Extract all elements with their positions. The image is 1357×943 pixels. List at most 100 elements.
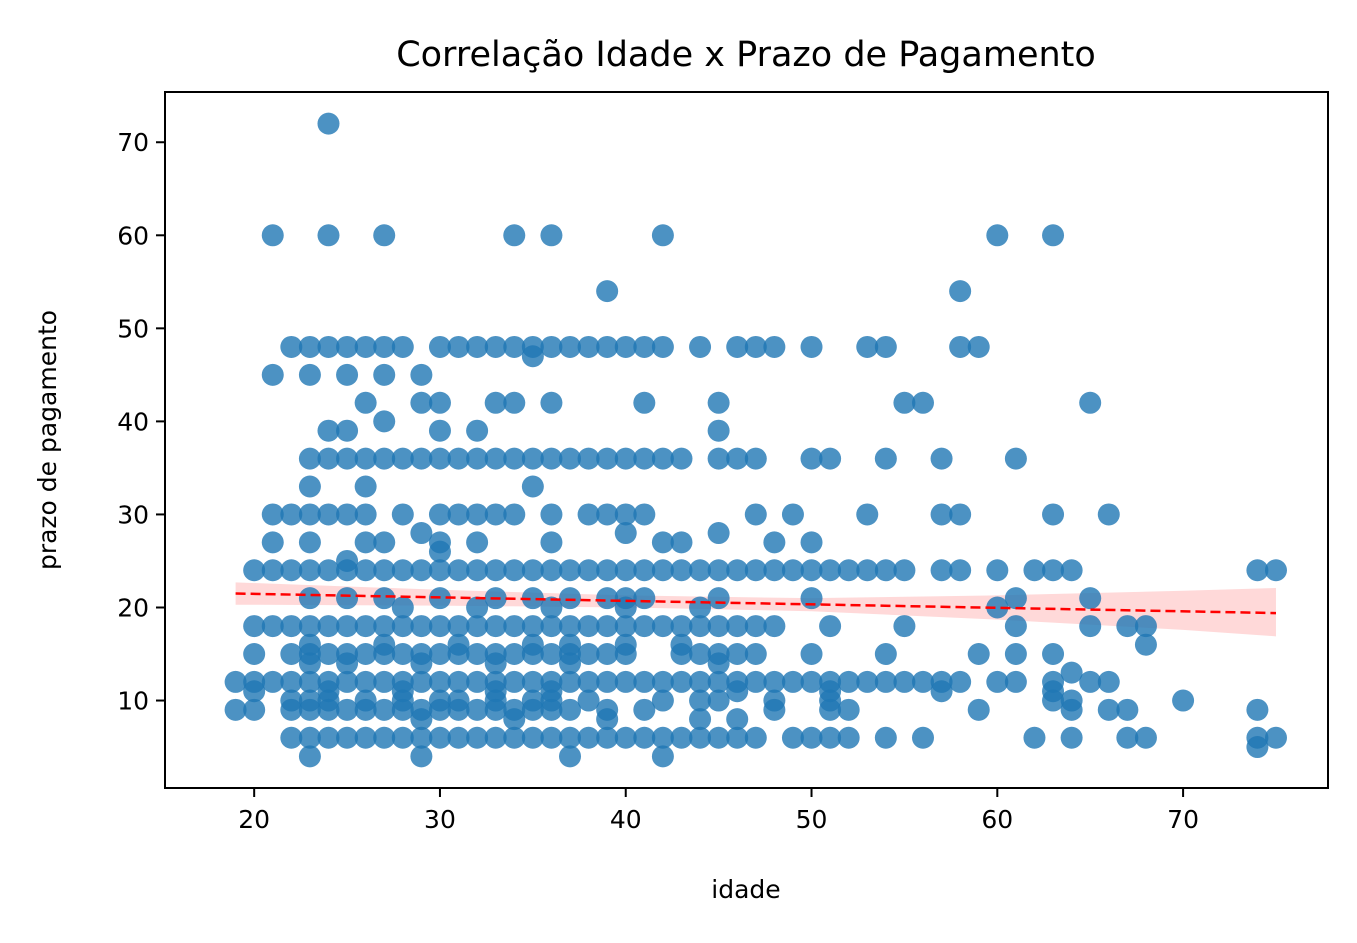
data-point <box>670 559 693 582</box>
data-point <box>224 698 247 721</box>
data-point <box>596 503 619 526</box>
data-point <box>391 615 414 638</box>
data-point <box>1097 503 1120 526</box>
data-point <box>577 726 600 749</box>
data-point <box>800 643 823 666</box>
data-point <box>466 726 489 749</box>
y-tick-label: 10 <box>117 687 149 716</box>
data-point <box>354 531 377 554</box>
data-point <box>726 680 749 703</box>
data-point <box>726 447 749 470</box>
data-point <box>1079 670 1102 693</box>
y-tick-label: 70 <box>117 128 149 157</box>
data-point <box>559 559 582 582</box>
data-point <box>707 726 730 749</box>
data-point <box>298 335 321 358</box>
data-point <box>707 391 730 414</box>
data-point <box>893 615 916 638</box>
data-point <box>317 112 340 135</box>
data-point <box>336 363 359 386</box>
data-point <box>354 503 377 526</box>
data-point <box>949 559 972 582</box>
data-point <box>354 475 377 498</box>
data-point <box>373 224 396 247</box>
data-point <box>633 587 656 610</box>
data-point <box>521 447 544 470</box>
data-point <box>1042 689 1065 712</box>
data-point <box>261 224 284 247</box>
data-point <box>596 280 619 303</box>
data-point <box>336 587 359 610</box>
data-point <box>577 559 600 582</box>
data-point <box>521 587 544 610</box>
data-point <box>763 335 786 358</box>
data-point <box>986 670 1009 693</box>
data-point <box>317 726 340 749</box>
data-point <box>559 726 582 749</box>
data-point <box>856 670 879 693</box>
data-point <box>800 726 823 749</box>
data-point <box>670 643 693 666</box>
data-point <box>1246 559 1269 582</box>
data-point <box>317 615 340 638</box>
x-tick-label: 40 <box>610 805 642 834</box>
data-point <box>781 503 804 526</box>
data-point <box>614 670 637 693</box>
x-axis-ticks: 20 30 40 50 60 70 <box>238 788 1199 834</box>
data-point <box>614 447 637 470</box>
data-point <box>447 335 470 358</box>
data-point <box>986 559 1009 582</box>
data-point <box>540 531 563 554</box>
data-point <box>503 224 526 247</box>
data-point <box>373 726 396 749</box>
data-point <box>651 559 674 582</box>
data-point <box>633 698 656 721</box>
data-point <box>614 335 637 358</box>
data-point <box>800 670 823 693</box>
data-point <box>224 670 247 693</box>
data-point <box>317 503 340 526</box>
data-point <box>874 726 897 749</box>
data-point <box>373 410 396 433</box>
data-point <box>298 447 321 470</box>
data-point <box>726 726 749 749</box>
data-point <box>707 559 730 582</box>
data-point <box>707 447 730 470</box>
data-point <box>466 615 489 638</box>
data-point <box>540 615 563 638</box>
data-point <box>484 726 507 749</box>
data-point <box>689 689 712 712</box>
data-point <box>428 643 451 666</box>
data-point <box>503 615 526 638</box>
data-point <box>317 224 340 247</box>
data-point <box>596 335 619 358</box>
data-point <box>559 670 582 693</box>
data-point <box>819 698 842 721</box>
data-point <box>354 726 377 749</box>
x-tick-label: 30 <box>424 805 456 834</box>
data-point <box>1079 587 1102 610</box>
y-tick-label: 50 <box>117 314 149 343</box>
x-tick-label: 20 <box>238 805 270 834</box>
data-point <box>261 559 284 582</box>
data-point <box>298 475 321 498</box>
data-point <box>819 447 842 470</box>
data-point <box>986 596 1009 619</box>
data-point <box>614 615 637 638</box>
data-point <box>428 447 451 470</box>
data-point <box>503 670 526 693</box>
data-point <box>819 726 842 749</box>
data-point <box>1134 615 1157 638</box>
data-point <box>874 447 897 470</box>
data-point <box>428 559 451 582</box>
data-point <box>763 615 786 638</box>
data-point <box>1004 643 1027 666</box>
data-point <box>354 391 377 414</box>
data-point <box>317 559 340 582</box>
data-point <box>763 670 786 693</box>
data-point <box>651 745 674 768</box>
data-point <box>410 708 433 731</box>
data-point <box>540 503 563 526</box>
data-point <box>577 615 600 638</box>
data-point <box>280 335 303 358</box>
